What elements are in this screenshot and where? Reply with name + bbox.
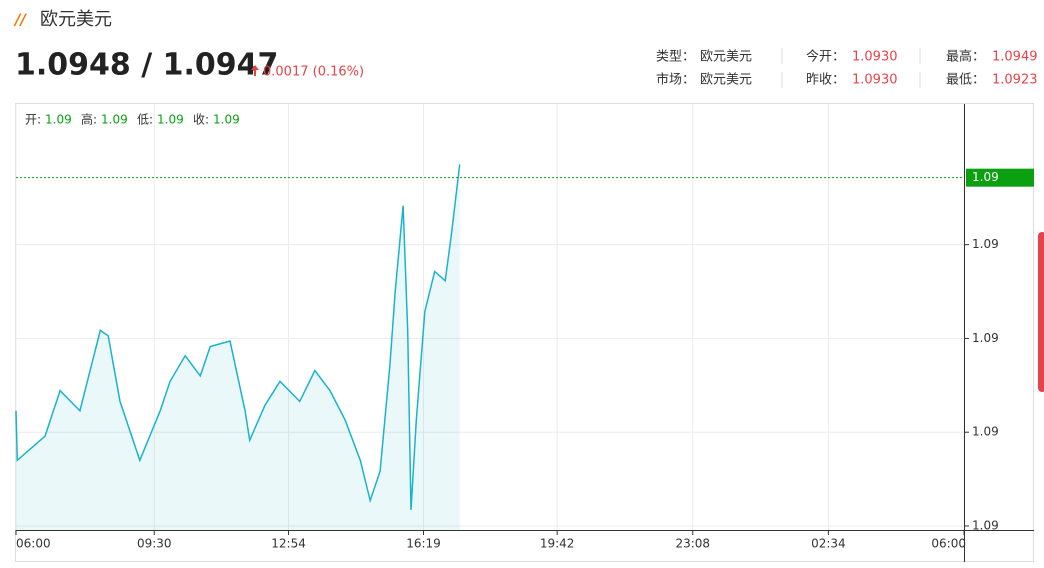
price-label: 1.09: [972, 170, 999, 184]
x-tick-label: 12:54: [271, 537, 306, 551]
x-tick-label: 02:34: [811, 537, 846, 551]
ohlc-value: 1.09: [101, 113, 128, 127]
y-tick-label: 1.09: [972, 331, 999, 345]
info-label: 今开：: [806, 49, 845, 65]
ohlc-label: 低:: [137, 113, 153, 127]
y-tick-label: 1.09: [972, 425, 999, 439]
ohlc-label: 高:: [81, 112, 97, 127]
side-tab[interactable]: [1038, 232, 1044, 392]
x-tick-label: 19:42: [540, 537, 575, 551]
ohlc-value: 1.09: [213, 113, 240, 127]
info-label: 类型：: [656, 50, 695, 65]
info-value: 1.0949: [992, 50, 1038, 65]
info-value: 1.0923: [992, 73, 1038, 88]
x-tick-label: 09:30: [137, 537, 172, 551]
info-label: 最高：: [946, 49, 985, 65]
line: [15, 164, 461, 510]
ohlc-value: 1.09: [157, 113, 184, 127]
x-tick-label: 06:00: [16, 537, 51, 551]
info-label: 最低：: [946, 73, 985, 88]
info-value: 欧元美元: [700, 73, 752, 88]
info-value: 1.0930: [852, 50, 898, 65]
info-value: 1.0930: [852, 73, 898, 88]
info-value: 欧元美元: [700, 50, 752, 65]
up-arrow: [251, 65, 259, 76]
price: 1.0948 / 1.0947: [15, 48, 278, 83]
logo-icon: //: [13, 11, 27, 29]
title: 欧元美元: [40, 9, 112, 30]
area: [16, 164, 460, 531]
ohlc-label: 收:: [193, 113, 209, 127]
y-tick-label: 1.09: [972, 518, 999, 532]
info-label: 昨收：: [806, 73, 845, 88]
x-tick-label: 06:00: [931, 537, 966, 551]
y-tick-label: 1.09: [972, 237, 999, 251]
info-label: 市场：: [656, 72, 695, 88]
x-tick-label: 23:08: [675, 537, 710, 551]
x-tick-label: 16:19: [406, 537, 441, 551]
change: 0.0017 (0.16%): [263, 65, 364, 80]
price-marker: [966, 168, 1034, 187]
ohlc-label: 开:: [25, 113, 41, 127]
ohlc-value: 1.09: [45, 113, 72, 127]
